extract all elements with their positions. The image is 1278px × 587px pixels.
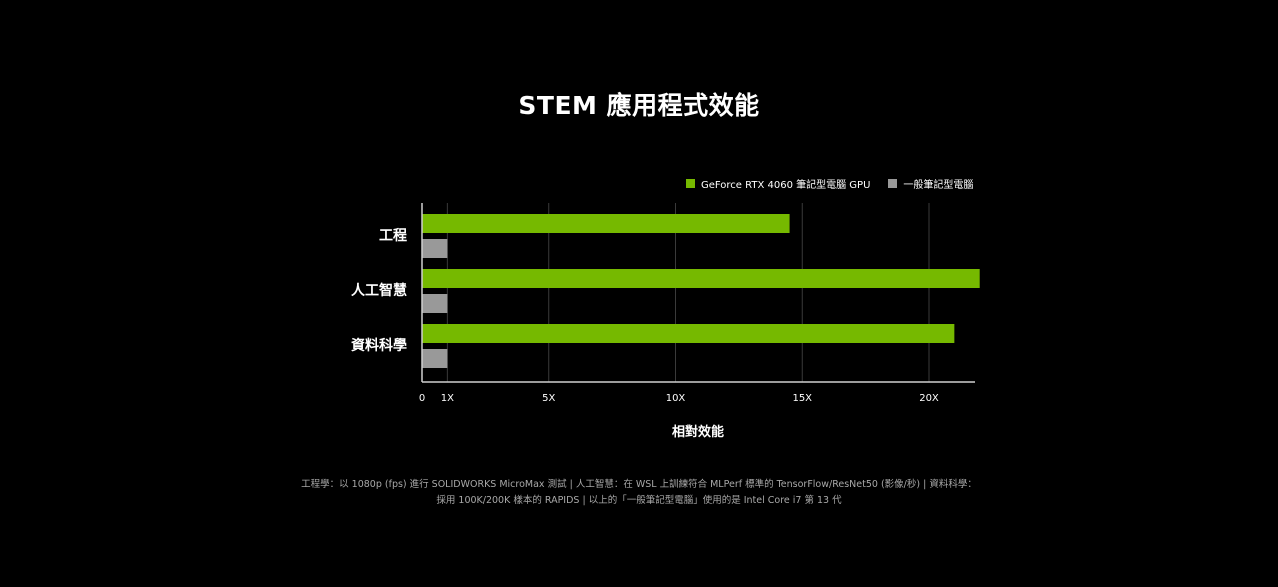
- x-tick-label-3: 10X: [666, 393, 686, 404]
- category-label-0: 工程: [379, 228, 407, 244]
- x-axis-title: 相對效能: [672, 424, 724, 440]
- legend-swatch-typical: [888, 179, 898, 188]
- bar-typical-0: [422, 239, 448, 258]
- chart-legend: GeForce RTX 4060 筆記型電腦 GPU 一般筆記型電腦: [686, 176, 991, 191]
- bar-rtx-0: [422, 214, 790, 233]
- legend-swatch-rtx: [686, 179, 695, 188]
- chart-title: STEM 應用程式效能: [518, 91, 760, 120]
- legend-item-rtx: GeForce RTX 4060 筆記型電腦 GPU: [686, 176, 870, 191]
- bar-rtx-2: [422, 324, 955, 343]
- bar-typical-2: [422, 349, 448, 368]
- x-tick-label-1: 1X: [441, 393, 454, 404]
- x-tick-label-0: 0: [419, 393, 425, 404]
- x-tick-label-2: 5X: [542, 393, 555, 404]
- bar-typical-1: [422, 294, 448, 313]
- legend-item-typical: 一般筆記型電腦: [888, 176, 973, 191]
- legend-label-typical: 一般筆記型電腦: [903, 180, 974, 191]
- legend-label-rtx: GeForce RTX 4060 筆記型電腦 GPU: [701, 180, 871, 191]
- footnote-line-2: 採用 100K/200K 樣本的 RAPIDS | 以上的「一般筆記型電腦」使用…: [436, 495, 842, 506]
- category-label-2: 資料科學: [351, 337, 407, 354]
- footnote: 工程學：以 1080p (fps) 進行 SOLIDWORKS MicroMax…: [0, 477, 1278, 509]
- x-tick-label-4: 15X: [792, 393, 812, 404]
- bar-rtx-1: [422, 269, 980, 288]
- x-tick-label-5: 20X: [919, 393, 939, 404]
- category-label-1: 人工智慧: [351, 282, 407, 299]
- footnote-line-1: 工程學：以 1080p (fps) 進行 SOLIDWORKS MicroMax…: [301, 479, 977, 490]
